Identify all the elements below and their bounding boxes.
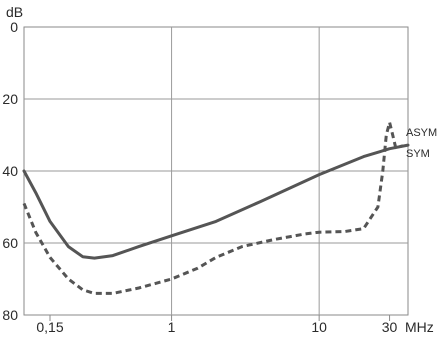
y-tick-label: 20 xyxy=(2,91,18,107)
series-label-sym: SYM xyxy=(406,148,430,160)
y-tick-label: 40 xyxy=(2,163,18,179)
series-layer xyxy=(22,120,410,295)
tick-labels: 0,15 1 10 30 0 20 40 60 80 xyxy=(2,19,397,335)
y-axis-label: dB xyxy=(6,4,23,20)
x-axis-label: MHz xyxy=(405,319,434,335)
series-asym-line xyxy=(22,120,404,295)
y-tick-label: 80 xyxy=(2,307,18,323)
grid xyxy=(24,27,408,315)
series-sym-line xyxy=(22,143,410,260)
x-tick-label: 1 xyxy=(168,319,176,335)
series-labels: SYM ASYM xyxy=(406,127,437,160)
series-label-asym: ASYM xyxy=(406,127,437,139)
y-tick-label: 0 xyxy=(10,19,18,35)
x-tick-label: 0,15 xyxy=(36,319,63,335)
y-tick-label: 60 xyxy=(2,235,18,251)
x-tick-label: 10 xyxy=(311,319,327,335)
x-tick-label: 30 xyxy=(382,319,398,335)
